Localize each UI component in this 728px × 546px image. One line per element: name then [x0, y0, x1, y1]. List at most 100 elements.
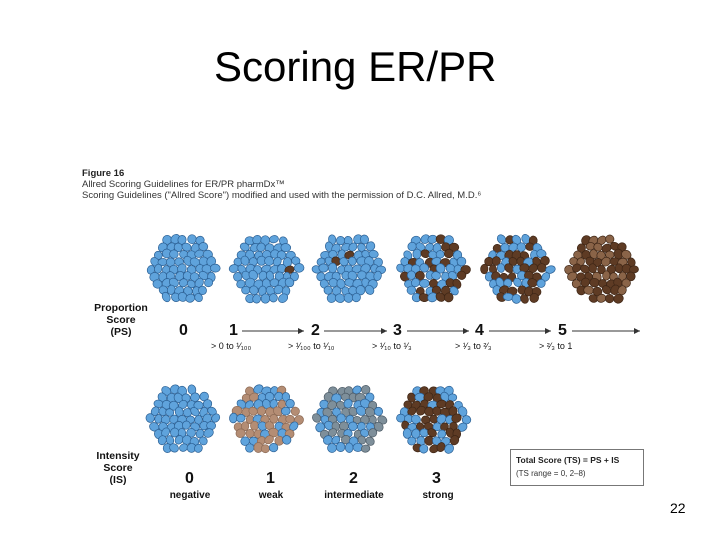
is-label-3: strong	[422, 490, 454, 501]
cell	[496, 234, 507, 245]
cell	[605, 234, 615, 244]
cell	[268, 235, 279, 244]
intensity-label-line: (IS)	[109, 474, 127, 486]
cell	[198, 436, 208, 446]
cell	[373, 270, 382, 281]
cell	[252, 294, 262, 304]
is-cluster-2	[312, 385, 388, 453]
cell	[256, 242, 266, 252]
cell	[182, 271, 192, 281]
cell	[368, 249, 379, 259]
arrow-head-5	[634, 328, 640, 334]
cell	[431, 271, 441, 280]
cell	[516, 242, 527, 252]
cell	[253, 384, 264, 394]
cell	[437, 429, 447, 439]
cell	[600, 256, 611, 267]
is-score-1: 1	[266, 470, 275, 487]
cell	[177, 292, 188, 302]
cell	[323, 435, 333, 445]
cell	[236, 414, 246, 423]
ps-score-3: 3	[393, 322, 402, 339]
proportion-cell-clusters	[146, 234, 639, 304]
ps-range-3: > ¹⁄₁₀ to ¹⁄₃	[372, 341, 412, 351]
cell	[536, 249, 547, 259]
cell	[613, 293, 624, 304]
total-score-range: (TS range = 0, 2–8)	[516, 469, 586, 478]
is-cluster-1	[229, 384, 304, 454]
proportion-label-line: (PS)	[110, 326, 132, 338]
cell	[629, 265, 639, 274]
cell	[239, 242, 250, 252]
cell	[444, 248, 454, 259]
cell	[504, 263, 514, 273]
ps-cluster-3	[396, 234, 471, 303]
cell	[374, 406, 383, 416]
cell	[293, 263, 305, 273]
cell	[245, 443, 255, 453]
cell	[161, 291, 171, 303]
cell	[149, 422, 160, 432]
cell	[203, 428, 214, 438]
cell	[452, 278, 462, 289]
cell	[264, 435, 274, 445]
cell	[248, 406, 258, 416]
proportion-score-label: Proportion Score (PS)	[86, 302, 156, 338]
cell	[241, 285, 251, 295]
cell	[368, 428, 378, 438]
cell	[536, 279, 546, 288]
cell	[260, 444, 270, 454]
cell	[290, 406, 300, 416]
cell	[171, 292, 181, 302]
figure-caption-line1: Allred Scoring Guidelines for ER/PR phar…	[82, 179, 285, 190]
cell	[280, 243, 292, 253]
cell	[499, 285, 509, 294]
cell	[194, 443, 203, 453]
cell	[269, 399, 278, 409]
is-label-2: intermediate	[324, 490, 384, 501]
cell	[240, 255, 250, 266]
intensity-label-line: Score	[103, 462, 133, 474]
ps-score-2: 2	[311, 322, 320, 339]
cell	[327, 428, 338, 437]
cell	[157, 435, 167, 446]
ps-score-1: 1	[229, 322, 238, 339]
cell	[278, 293, 289, 303]
intensity-label-line: Intensity	[96, 450, 140, 462]
intensity-score-label: Intensity Score (IS)	[88, 450, 148, 486]
cell	[282, 435, 292, 445]
cell	[281, 406, 291, 416]
ps-score-0: 0	[179, 322, 188, 339]
figure-header: Figure 16 Allred Scoring Guidelines for …	[82, 168, 481, 201]
ps-cluster-5	[564, 234, 639, 304]
cell	[269, 414, 279, 424]
cell	[357, 435, 367, 445]
cell	[491, 256, 501, 266]
cell	[170, 384, 180, 394]
is-cluster-0	[145, 384, 221, 453]
is-score-3: 3	[432, 470, 441, 487]
cell	[328, 262, 338, 274]
cell	[572, 263, 582, 273]
cell	[416, 405, 426, 416]
cell	[529, 293, 539, 303]
cell	[407, 406, 417, 416]
cell	[429, 414, 439, 424]
cell	[440, 391, 450, 402]
cell	[335, 442, 346, 452]
proportion-label-line: Score	[106, 314, 136, 326]
is-score-2: 2	[349, 470, 358, 487]
ps-score-5: 5	[558, 322, 567, 339]
cell	[181, 420, 191, 430]
cell	[525, 242, 535, 251]
cell	[276, 263, 287, 274]
ps-cluster-1	[228, 235, 305, 304]
cell	[423, 392, 434, 402]
cell	[605, 294, 615, 304]
cell	[204, 278, 214, 288]
cell	[145, 413, 155, 423]
cell	[351, 292, 361, 303]
cell	[348, 256, 357, 266]
proportion-arrows	[242, 328, 640, 334]
cell	[198, 285, 207, 295]
